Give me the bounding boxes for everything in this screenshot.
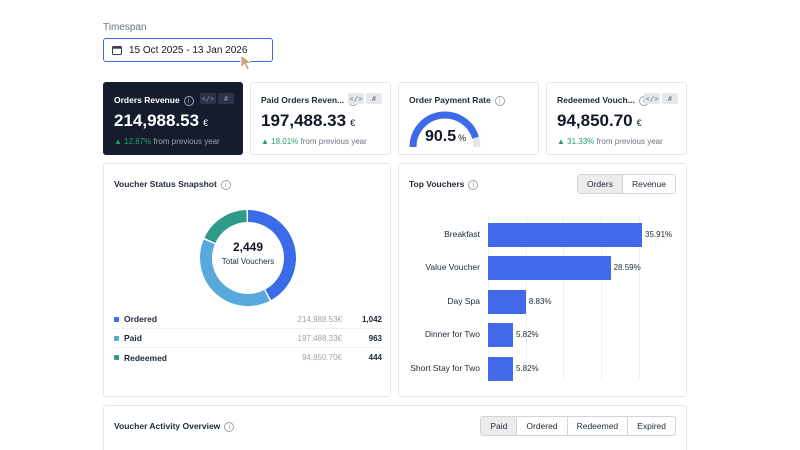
- donut-center-label: Total Vouchers: [221, 257, 275, 266]
- timespan-label: Timespan: [103, 22, 147, 33]
- status-row-ordered[interactable]: Ordered 214,988.53€ 1,042: [114, 310, 382, 329]
- bar-value-label: 8.83%: [528, 296, 552, 306]
- kpi-card-orders-revenue[interactable]: Orders Revenue i </> # 214,988.53 € ▲ 12.87…: [103, 82, 243, 155]
- tab-paid[interactable]: Paid: [481, 417, 517, 435]
- legend-swatch: [114, 316, 119, 322]
- top-vouchers-toggle: Orders Revenue: [576, 174, 676, 194]
- info-icon[interactable]: i: [224, 421, 235, 432]
- bar-value-label: 28.59%: [613, 263, 641, 273]
- kpi-card-paid-orders-revenue[interactable]: Paid Orders Reven...i </># 197,488.33€ ▲…: [250, 82, 391, 155]
- donut-center-total: 2,449: [232, 240, 264, 254]
- kpi-card-redeemed-vouchers[interactable]: Redeemed Vouch...i </># 94,850.70€ ▲ 31.…: [546, 82, 687, 155]
- date-range-picker[interactable]: 15 Oct 2025 - 13 Jan 2026: [103, 38, 273, 62]
- bar-dinner-for-two[interactable]: [488, 323, 513, 348]
- activity-tabs: Paid Ordered Redeemed Expired: [480, 416, 676, 436]
- trend-up-icon: ▲: [557, 137, 565, 146]
- info-icon[interactable]: i: [183, 95, 194, 106]
- section-title: Top Vouchers i: [409, 179, 479, 190]
- voucher-status-snapshot-card: Voucher Status Snapshot i 2,449 Total Vou…: [103, 163, 391, 397]
- bar-category-label: Value Voucher: [425, 262, 480, 273]
- trend-up-icon: ▲: [114, 137, 122, 146]
- date-range-value: 15 Oct 2025 - 13 Jan 2026: [129, 44, 248, 56]
- donut-segment-ordered[interactable]: [248, 210, 296, 301]
- trend-up-icon: ▲: [261, 137, 269, 146]
- kpi-title: Orders Revenue i: [114, 95, 194, 106]
- bar-breakfast[interactable]: [488, 223, 642, 247]
- kpi-change: ▲ 31.33% from previous year: [557, 137, 663, 146]
- grid-line: [601, 216, 603, 380]
- bar-category-label: Short Stay for Two: [410, 362, 480, 373]
- kpi-change: ▲ 18.01% from previous year: [261, 137, 367, 146]
- section-title: Voucher Status Snapshot i: [114, 179, 231, 190]
- donut-segment-redeemed[interactable]: [204, 210, 247, 243]
- bar-category-label: Day Spa: [447, 295, 480, 306]
- tab-ordered[interactable]: Ordered: [516, 417, 567, 435]
- top-vouchers-card: Top Vouchers i Orders Revenue: [398, 163, 687, 397]
- section-title: Voucher Activity Overview i: [114, 421, 235, 432]
- hash-icon[interactable]: #: [366, 93, 382, 104]
- toggle-orders-button[interactable]: Orders: [577, 175, 622, 193]
- toggle-revenue-button[interactable]: Revenue: [621, 175, 675, 193]
- bar-category-label: Breakfast: [444, 229, 480, 239]
- kpi-title: Order Payment Rate i: [409, 95, 505, 106]
- bar-value-label: 5.82%: [515, 330, 539, 340]
- code-icon[interactable]: </>: [644, 93, 660, 104]
- tab-redeemed[interactable]: Redeemed: [566, 417, 628, 435]
- payment-rate-gauge: [409, 111, 481, 148]
- grid-line: [563, 216, 565, 380]
- tab-expired[interactable]: Expired: [627, 417, 675, 435]
- legend-swatch: [114, 335, 119, 341]
- voucher-status-donut: [200, 210, 296, 306]
- code-icon[interactable]: </>: [200, 93, 216, 104]
- voucher-activity-overview-card: Voucher Activity Overview i Paid Ordered …: [103, 405, 687, 450]
- bar-value-label: 5.82%: [515, 363, 539, 373]
- bar-value-label: 35.91%: [645, 230, 673, 239]
- info-icon[interactable]: i: [468, 179, 479, 190]
- bar-category-label: Dinner for Two: [424, 329, 480, 340]
- status-row-paid[interactable]: Paid 197,488.33€ 963: [114, 329, 382, 348]
- status-row-redeemed[interactable]: Redeemed 94,850.70€ 444: [114, 348, 382, 367]
- gauge-value: 90.5%: [425, 128, 467, 145]
- info-icon[interactable]: i: [220, 179, 231, 190]
- mouse-cursor-icon: [240, 53, 254, 77]
- bar-value-voucher[interactable]: [488, 256, 611, 281]
- kpi-value: 197,488.33 €: [261, 111, 356, 130]
- kpi-value: 94,850.70 €: [557, 111, 642, 130]
- info-icon[interactable]: i: [494, 95, 505, 106]
- bar-short-stay-for-two[interactable]: [488, 356, 513, 381]
- hash-icon[interactable]: #: [662, 93, 678, 104]
- grid-line: [525, 216, 527, 380]
- hash-icon[interactable]: #: [218, 93, 234, 104]
- kpi-title: Paid Orders Reven...i: [261, 95, 359, 106]
- grid-line: [638, 216, 640, 380]
- kpi-title: Redeemed Vouch...i: [557, 95, 649, 106]
- kpi-value: 214,988.53 €: [114, 111, 209, 130]
- kpi-card-order-payment-rate[interactable]: Order Payment Rate i 90.5%: [398, 82, 539, 155]
- bar-day-spa[interactable]: [488, 289, 526, 314]
- calendar-icon: [112, 45, 122, 55]
- donut-segment-paid[interactable]: [200, 239, 270, 306]
- code-icon[interactable]: </>: [348, 93, 364, 104]
- legend-swatch: [114, 355, 119, 360]
- kpi-change: ▲ 12.87% from previous year: [114, 137, 220, 146]
